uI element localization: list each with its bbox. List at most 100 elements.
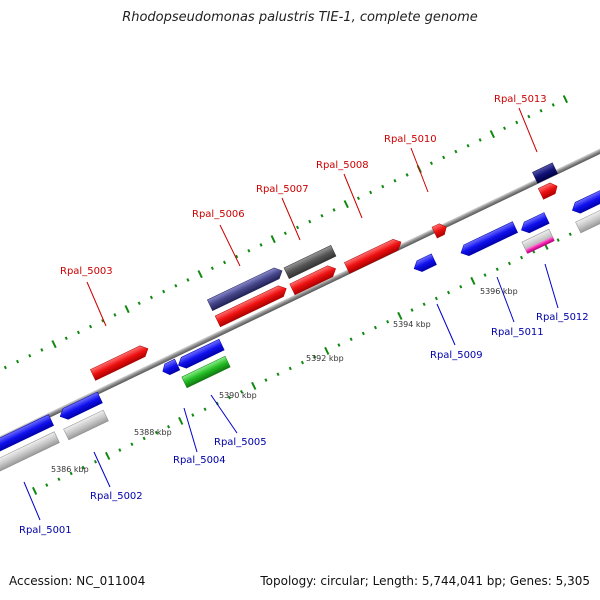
ruler-tick xyxy=(81,465,85,470)
gene-arrow-rpal-5002b[interactable] xyxy=(63,409,109,441)
leader-rpal-5009 xyxy=(436,303,456,346)
scale-label: 5396 kbp xyxy=(480,287,518,296)
ruler-tick xyxy=(470,276,476,285)
ruler-tick xyxy=(562,95,569,104)
ruler-tick xyxy=(118,448,122,452)
gene-arrow-rpal-5001[interactable] xyxy=(0,414,54,456)
ruler-tick xyxy=(489,130,495,139)
ruler-tick xyxy=(113,313,117,317)
leader-rpal-5013 xyxy=(518,107,538,153)
ruler-tick xyxy=(57,477,61,482)
ruler-tick xyxy=(197,270,203,279)
ruler-tick xyxy=(191,413,195,417)
ruler-tick xyxy=(186,278,190,282)
ruler-tick xyxy=(130,442,134,447)
ruler-tick xyxy=(154,430,158,435)
ruler-tick xyxy=(386,319,390,324)
gene-arrow-rpal-5004b[interactable] xyxy=(176,338,225,371)
gene-arrow-rpal-5009[interactable] xyxy=(411,253,437,274)
accession-text: Accession: NC_011004 xyxy=(9,574,146,588)
ruler-tick xyxy=(210,266,214,271)
ruler-tick xyxy=(324,346,330,355)
ruler-tick xyxy=(527,114,531,119)
gene-arrow-rpal-5011[interactable] xyxy=(458,221,518,259)
ruler-tick xyxy=(466,143,470,148)
ruler-tick xyxy=(203,407,207,412)
ruler-tick xyxy=(478,138,482,142)
gene-label-rpal-5008[interactable]: Rpal_5008 xyxy=(316,160,369,171)
ruler-tick xyxy=(320,213,324,218)
ruler-tick xyxy=(31,486,38,495)
scale-label: 5388 kbp xyxy=(134,428,172,437)
ruler-tick xyxy=(51,340,57,349)
ruler-tick xyxy=(405,173,409,177)
ruler-tick xyxy=(300,360,305,365)
gene-label-rpal-5004[interactable]: Rpal_5004 xyxy=(173,455,226,466)
ruler-tick xyxy=(393,178,397,183)
ruler-tick xyxy=(434,296,438,301)
ruler-tick xyxy=(539,108,543,113)
ruler-tick xyxy=(442,155,446,160)
ruler-tick xyxy=(222,260,227,265)
gene-arrow-rpal-5014[interactable] xyxy=(570,183,600,216)
ruler-tick xyxy=(295,225,300,230)
gene-label-rpal-5006[interactable]: Rpal_5006 xyxy=(192,209,245,220)
ruler-tick xyxy=(28,353,32,358)
ruler-tick xyxy=(454,149,458,154)
ruler-tick xyxy=(101,318,105,323)
gene-arrow-rpal-5003[interactable] xyxy=(90,343,150,381)
gene-label-rpal-5013[interactable]: Rpal_5013 xyxy=(494,94,547,105)
leader-rpal-5010 xyxy=(410,147,429,193)
ruler-tick xyxy=(361,331,365,336)
gene-label-rpal-5005[interactable]: Rpal_5005 xyxy=(214,437,267,448)
scale-label: 5390 kbp xyxy=(219,391,257,400)
gene-arrow-rpal-5004[interactable] xyxy=(160,358,181,377)
scale-label: 5392 kbp xyxy=(306,354,344,363)
gene-arrow-rpal-5014b[interactable] xyxy=(575,202,600,234)
gene-arrow-rpal-5005[interactable] xyxy=(181,355,231,389)
gene-arrow-rpal-5012b[interactable] xyxy=(521,228,555,254)
ruler-tick xyxy=(88,324,93,329)
ruler-tick xyxy=(251,381,257,390)
gene-arrow-rpal-5007[interactable] xyxy=(283,245,337,279)
gene-label-rpal-5001[interactable]: Rpal_5001 xyxy=(19,525,72,536)
ruler-tick xyxy=(259,243,263,247)
ruler-tick xyxy=(93,459,98,464)
gene-arrow-rpal-5012[interactable] xyxy=(519,212,550,236)
gene-arrow-rpal-5013b[interactable] xyxy=(537,181,559,200)
ruler-tick xyxy=(247,248,251,253)
ruler-tick xyxy=(3,365,7,370)
ruler-tick xyxy=(178,416,184,425)
gene-label-rpal-5002[interactable]: Rpal_5002 xyxy=(90,491,143,502)
gene-arrow-rpal-5002[interactable] xyxy=(58,391,103,422)
ruler-tick xyxy=(264,378,268,382)
gene-arrow-rpal-5006b[interactable] xyxy=(214,283,289,328)
ruler-tick xyxy=(174,283,178,288)
ruler-tick xyxy=(45,483,49,487)
genome-summary-text: Topology: circular; Length: 5,744,041 bp… xyxy=(260,574,590,588)
gene-label-rpal-5003[interactable]: Rpal_5003 xyxy=(60,266,113,277)
leader-rpal-5004 xyxy=(183,407,198,453)
gene-label-rpal-5009[interactable]: Rpal_5009 xyxy=(430,350,483,361)
leader-rpal-5001 xyxy=(23,481,41,521)
gene-arrow-rpal-5007b[interactable] xyxy=(289,263,338,296)
gene-label-rpal-5010[interactable]: Rpal_5010 xyxy=(384,134,437,145)
ruler-tick xyxy=(313,354,317,359)
gene-label-rpal-5007[interactable]: Rpal_5007 xyxy=(256,184,309,195)
ruler-tick xyxy=(239,389,244,394)
ruler-tick xyxy=(149,295,154,300)
gene-arrow-rpal-5013[interactable] xyxy=(532,162,558,184)
ruler-tick xyxy=(142,436,146,441)
gene-arrow-rpal-5010[interactable] xyxy=(431,222,449,239)
ruler-tick xyxy=(166,424,171,429)
ruler-tick xyxy=(15,359,20,364)
leader-rpal-5003 xyxy=(86,281,107,327)
gene-arrow-rpal-5006[interactable] xyxy=(207,265,284,312)
gene-label-rpal-5011[interactable]: Rpal_5011 xyxy=(491,327,544,338)
gene-arrow-rpal-5001b[interactable] xyxy=(0,431,60,473)
gene-label-rpal-5012[interactable]: Rpal_5012 xyxy=(536,312,589,323)
ruler-tick xyxy=(556,238,560,242)
ruler-tick xyxy=(422,302,426,307)
gene-arrow-rpal-5008[interactable] xyxy=(344,237,403,274)
